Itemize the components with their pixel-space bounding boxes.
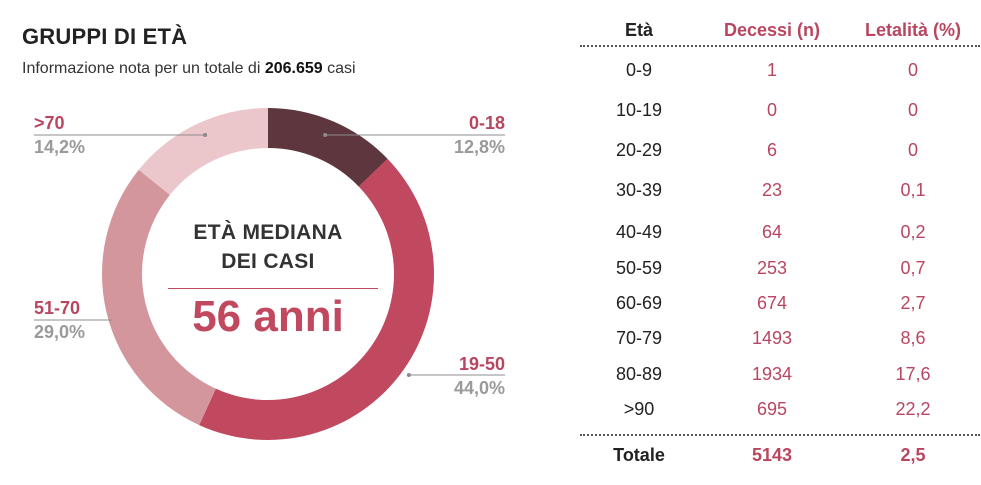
cell-letalita: 0	[907, 60, 918, 80]
leader-19-50-dot	[406, 373, 411, 377]
label-19-50-pct: 44,0%	[453, 378, 505, 398]
cell-letalita: 8,6	[900, 328, 926, 348]
table-row: 40-49 64 0,2	[580, 222, 980, 252]
donut-slice-0-18	[268, 108, 388, 187]
label-0-18-pct: 12,8%	[453, 137, 505, 157]
header-eta: Età	[624, 20, 653, 40]
cell-letalita: 17,6	[895, 364, 931, 384]
donut-slice-70plus	[138, 108, 268, 195]
table-row: 70-79 1493 8,6	[580, 328, 980, 358]
center-line-2: DEI CASI	[221, 250, 315, 273]
cell-letalita: 0,7	[900, 258, 926, 278]
label-over-70-name: >70	[34, 113, 65, 133]
label-over-70: >70 14,2%	[34, 111, 85, 159]
cell-decessi: 1493	[751, 328, 793, 348]
center-line-1: ETÀ MEDIANA	[193, 221, 343, 244]
chart-subtitle: Informazione nota per un totale di 206.6…	[22, 60, 356, 78]
cell-decessi: 0	[766, 100, 777, 120]
table-row: 50-59 253 0,7	[580, 258, 980, 288]
label-0-18: 0-18 12,8%	[405, 111, 505, 159]
label-0-18-name: 0-18	[468, 113, 505, 133]
cell-eta: 80-89	[615, 364, 663, 384]
label-51-70: 51-70 29,0%	[34, 296, 85, 344]
cell-decessi: 1934	[751, 364, 793, 384]
subtitle-prefix: Informazione nota per un totale di	[22, 60, 261, 77]
total-row: Totale 5143 2,5	[580, 445, 980, 475]
table-row: 80-89 1934 17,6	[580, 364, 980, 394]
total-label: Totale	[613, 445, 665, 465]
cell-decessi: 695	[756, 399, 788, 419]
total-letalita: 2,5	[900, 445, 926, 465]
cell-eta: 30-39	[615, 180, 663, 200]
header-letalita: Letalità (%)	[864, 20, 961, 40]
subtitle-suffix: casi	[327, 60, 356, 77]
cell-eta: 60-69	[615, 293, 663, 313]
header-divider	[580, 45, 980, 47]
subtitle-total: 206.659	[264, 60, 323, 77]
cell-eta: 0-9	[625, 60, 652, 80]
table-row: 20-29 6 0	[580, 140, 980, 170]
cell-decessi: 674	[756, 293, 788, 313]
table-row: 10-19 0 0	[580, 100, 980, 130]
cell-decessi: 23	[761, 180, 783, 200]
total-divider	[580, 434, 980, 436]
cell-decessi: 1	[766, 60, 777, 80]
label-51-70-name: 51-70	[34, 298, 81, 318]
cell-letalita: 0,1	[900, 180, 926, 200]
donut-chart	[34, 108, 505, 440]
cell-eta: 70-79	[615, 328, 663, 348]
leader-over-70-dot	[203, 133, 208, 137]
donut-center-label: ETÀ MEDIANA DEI CASI	[158, 218, 378, 276]
cell-letalita: 2,7	[900, 293, 926, 313]
cell-decessi: 6	[766, 140, 777, 160]
cell-decessi: 64	[761, 222, 783, 242]
deaths-table: Età Decessi (n) Letalità (%) 0-9 1 0 10-19 0…	[580, 0, 980, 485]
cell-eta: >90	[623, 399, 655, 419]
label-over-70-pct: 14,2%	[34, 137, 86, 157]
cell-eta: 10-19	[615, 100, 663, 120]
cell-letalita: 0	[907, 140, 918, 160]
table-row: >90 695 22,2	[580, 399, 980, 429]
median-age-value: 56 anni	[192, 292, 344, 341]
table-row: 30-39 23 0,1	[580, 180, 980, 210]
chart-title: GRUPPI DI ETÀ	[22, 24, 188, 49]
cell-letalita: 0	[907, 100, 918, 120]
center-divider	[168, 288, 378, 289]
leader-0-18-dot	[323, 133, 328, 137]
table-row: 60-69 674 2,7	[580, 293, 980, 323]
header-decessi: Decessi (n)	[723, 20, 821, 40]
table-row: 0-9 1 0	[580, 60, 980, 90]
cell-letalita: 22,2	[895, 399, 931, 419]
donut-slice-19-50	[199, 158, 434, 440]
donut-slice-51-70	[102, 169, 216, 426]
label-51-70-pct: 29,0%	[34, 322, 86, 342]
cell-letalita: 0,2	[900, 222, 926, 242]
cell-decessi: 253	[756, 258, 788, 278]
label-19-50-name: 19-50	[458, 354, 505, 374]
cell-eta: 50-59	[615, 258, 663, 278]
cell-eta: 40-49	[615, 222, 663, 242]
cell-eta: 20-29	[615, 140, 663, 160]
label-19-50: 19-50 44,0%	[405, 352, 505, 400]
total-decessi: 5143	[751, 445, 793, 465]
